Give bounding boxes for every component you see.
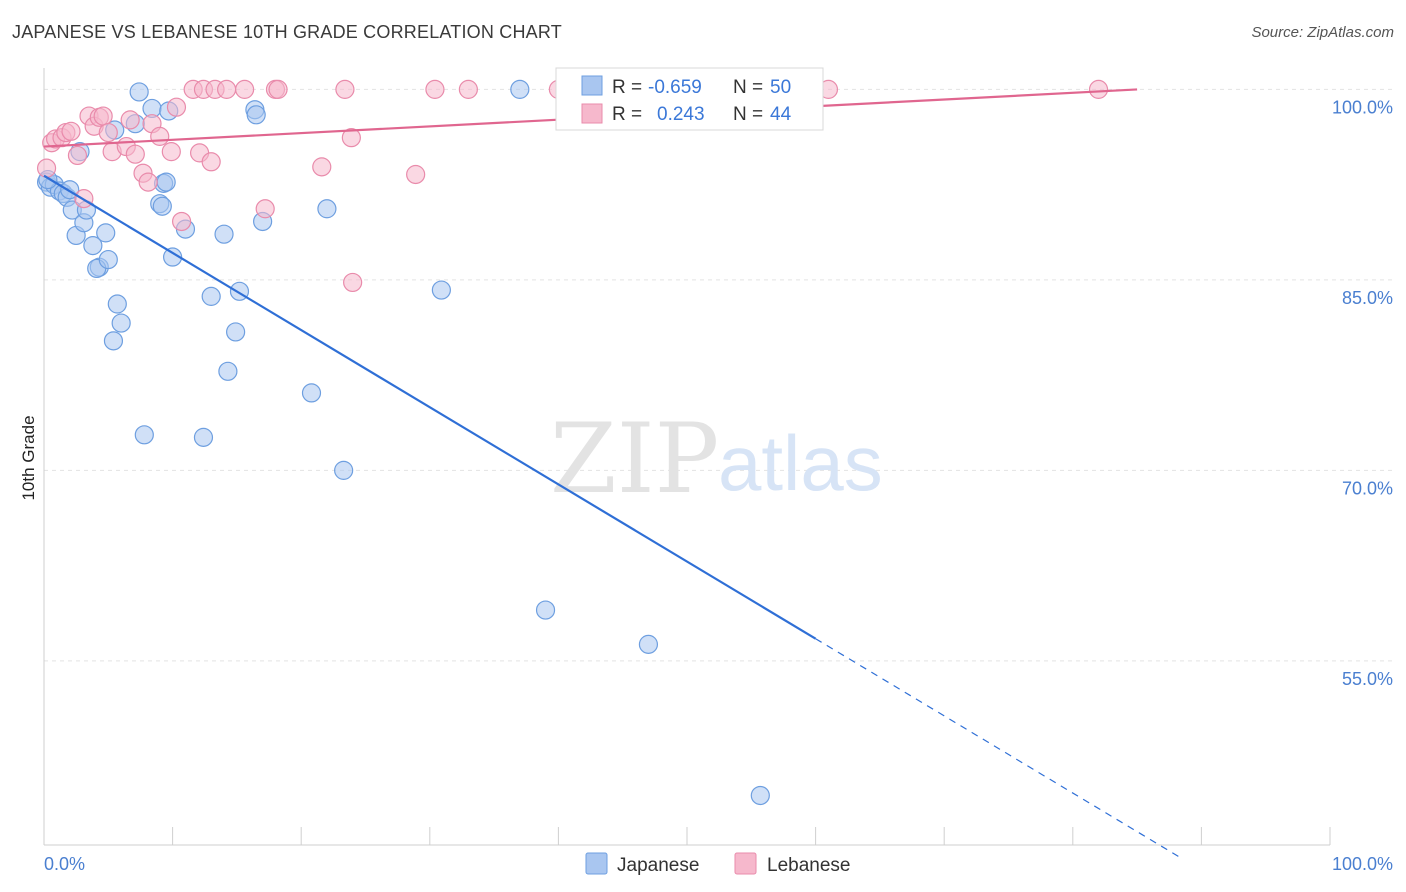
- series-legend-label-lebanese[interactable]: Lebanese: [767, 855, 850, 876]
- data-point-japanese: [103, 331, 124, 351]
- data-point-lebanese: [425, 79, 445, 99]
- data-point-lebanese: [458, 79, 478, 99]
- stats-legend: R = -0.659 N = 50 R = 0.243 N = 44: [555, 67, 824, 131]
- data-point-japanese: [218, 361, 238, 381]
- data-point-lebanese: [1088, 79, 1109, 99]
- data-point-lebanese: [172, 211, 192, 232]
- data-point-lebanese: [98, 122, 118, 143]
- data-point-lebanese: [406, 164, 426, 185]
- data-point-japanese: [431, 280, 451, 300]
- data-point-japanese: [193, 427, 214, 447]
- legend-r-label-japanese: R =: [612, 77, 642, 98]
- chart-source: Source: ZipAtlas.com: [1251, 24, 1394, 41]
- data-point-lebanese: [150, 126, 170, 146]
- data-point-japanese: [152, 196, 172, 216]
- y-tick-labels: 100.0% 85.0% 70.0% 55.0%: [1332, 97, 1393, 688]
- data-point-japanese: [107, 294, 127, 314]
- data-point-japanese: [163, 247, 183, 267]
- data-point-lebanese: [341, 128, 361, 148]
- legend-swatch-lebanese: [581, 103, 603, 124]
- legend-swatch-japanese: [581, 75, 603, 96]
- data-point-japanese: [535, 600, 556, 620]
- data-point-japanese: [214, 224, 234, 244]
- data-point-japanese: [83, 235, 103, 256]
- data-point-lebanese: [36, 158, 57, 178]
- watermark: ZIP atlas: [550, 403, 883, 515]
- data-point-japanese: [226, 322, 246, 342]
- data-point-japanese: [301, 383, 322, 403]
- data-point-japanese: [111, 313, 131, 333]
- data-point-japanese: [98, 249, 118, 270]
- data-point-lebanese: [235, 79, 255, 99]
- watermark-atlas: atlas: [718, 419, 883, 507]
- chart-title: JAPANESE VS LEBANESE 10TH GRADE CORRELAT…: [12, 22, 562, 42]
- data-point-lebanese: [268, 79, 288, 99]
- series-points-lebanese: [36, 79, 1109, 293]
- series-legend-swatch-lebanese[interactable]: [734, 852, 757, 875]
- x-tick-label: 0.0%: [44, 854, 85, 874]
- data-point-lebanese: [255, 199, 275, 219]
- data-point-lebanese: [335, 79, 355, 99]
- legend-r-value-japanese: -0.659: [648, 77, 702, 98]
- x-tick-labels: 0.0% 100.0%: [44, 854, 1393, 874]
- data-point-lebanese: [125, 144, 145, 164]
- legend-n-value-japanese: 50: [770, 77, 791, 98]
- grid-lines: [44, 88, 1392, 662]
- data-point-lebanese: [217, 79, 237, 99]
- axes: [43, 68, 1331, 846]
- data-point-japanese: [96, 223, 116, 243]
- data-point-japanese: [201, 286, 221, 306]
- series-legend-swatch-japanese[interactable]: [585, 852, 608, 875]
- trend-line-extension-japanese: [815, 638, 1183, 860]
- data-point-japanese: [638, 634, 659, 654]
- data-point-lebanese: [161, 142, 181, 162]
- y-axis-title: 10th Grade: [19, 415, 38, 500]
- data-points: [36, 79, 1109, 806]
- data-point-japanese: [510, 79, 530, 99]
- data-point-lebanese: [166, 97, 187, 117]
- y-tick-label: 100.0%: [1332, 97, 1393, 117]
- data-point-japanese: [334, 460, 354, 480]
- series-legend: Japanese Lebanese: [585, 852, 850, 876]
- y-tick-label: 85.0%: [1342, 288, 1393, 308]
- legend-n-value-lebanese: 44: [770, 104, 792, 125]
- data-point-lebanese: [61, 121, 81, 141]
- watermark-zip: ZIP: [550, 403, 719, 515]
- data-point-lebanese: [343, 272, 363, 293]
- legend-r-label-lebanese: R =: [612, 104, 642, 125]
- x-tick-label: 100.0%: [1332, 854, 1393, 874]
- data-point-japanese: [750, 785, 770, 806]
- legend-r-value-lebanese: 0.243: [657, 104, 705, 125]
- y-tick-label: 70.0%: [1342, 478, 1393, 498]
- data-point-lebanese: [312, 157, 332, 177]
- series-legend-label-japanese[interactable]: Japanese: [617, 855, 699, 876]
- data-point-lebanese: [201, 152, 221, 172]
- trend-line-japanese: [43, 174, 817, 640]
- y-tick-label: 55.0%: [1342, 669, 1393, 689]
- data-point-japanese: [246, 105, 266, 125]
- legend-n-label-japanese: N =: [733, 77, 763, 98]
- data-point-lebanese: [67, 145, 88, 166]
- data-point-lebanese: [93, 106, 113, 126]
- data-point-lebanese: [138, 172, 158, 192]
- data-point-japanese: [129, 82, 149, 102]
- legend-n-label-lebanese: N =: [733, 104, 763, 125]
- data-point-japanese: [156, 172, 176, 192]
- data-point-lebanese: [120, 110, 140, 130]
- data-point-japanese: [317, 199, 337, 219]
- data-point-japanese: [134, 425, 154, 445]
